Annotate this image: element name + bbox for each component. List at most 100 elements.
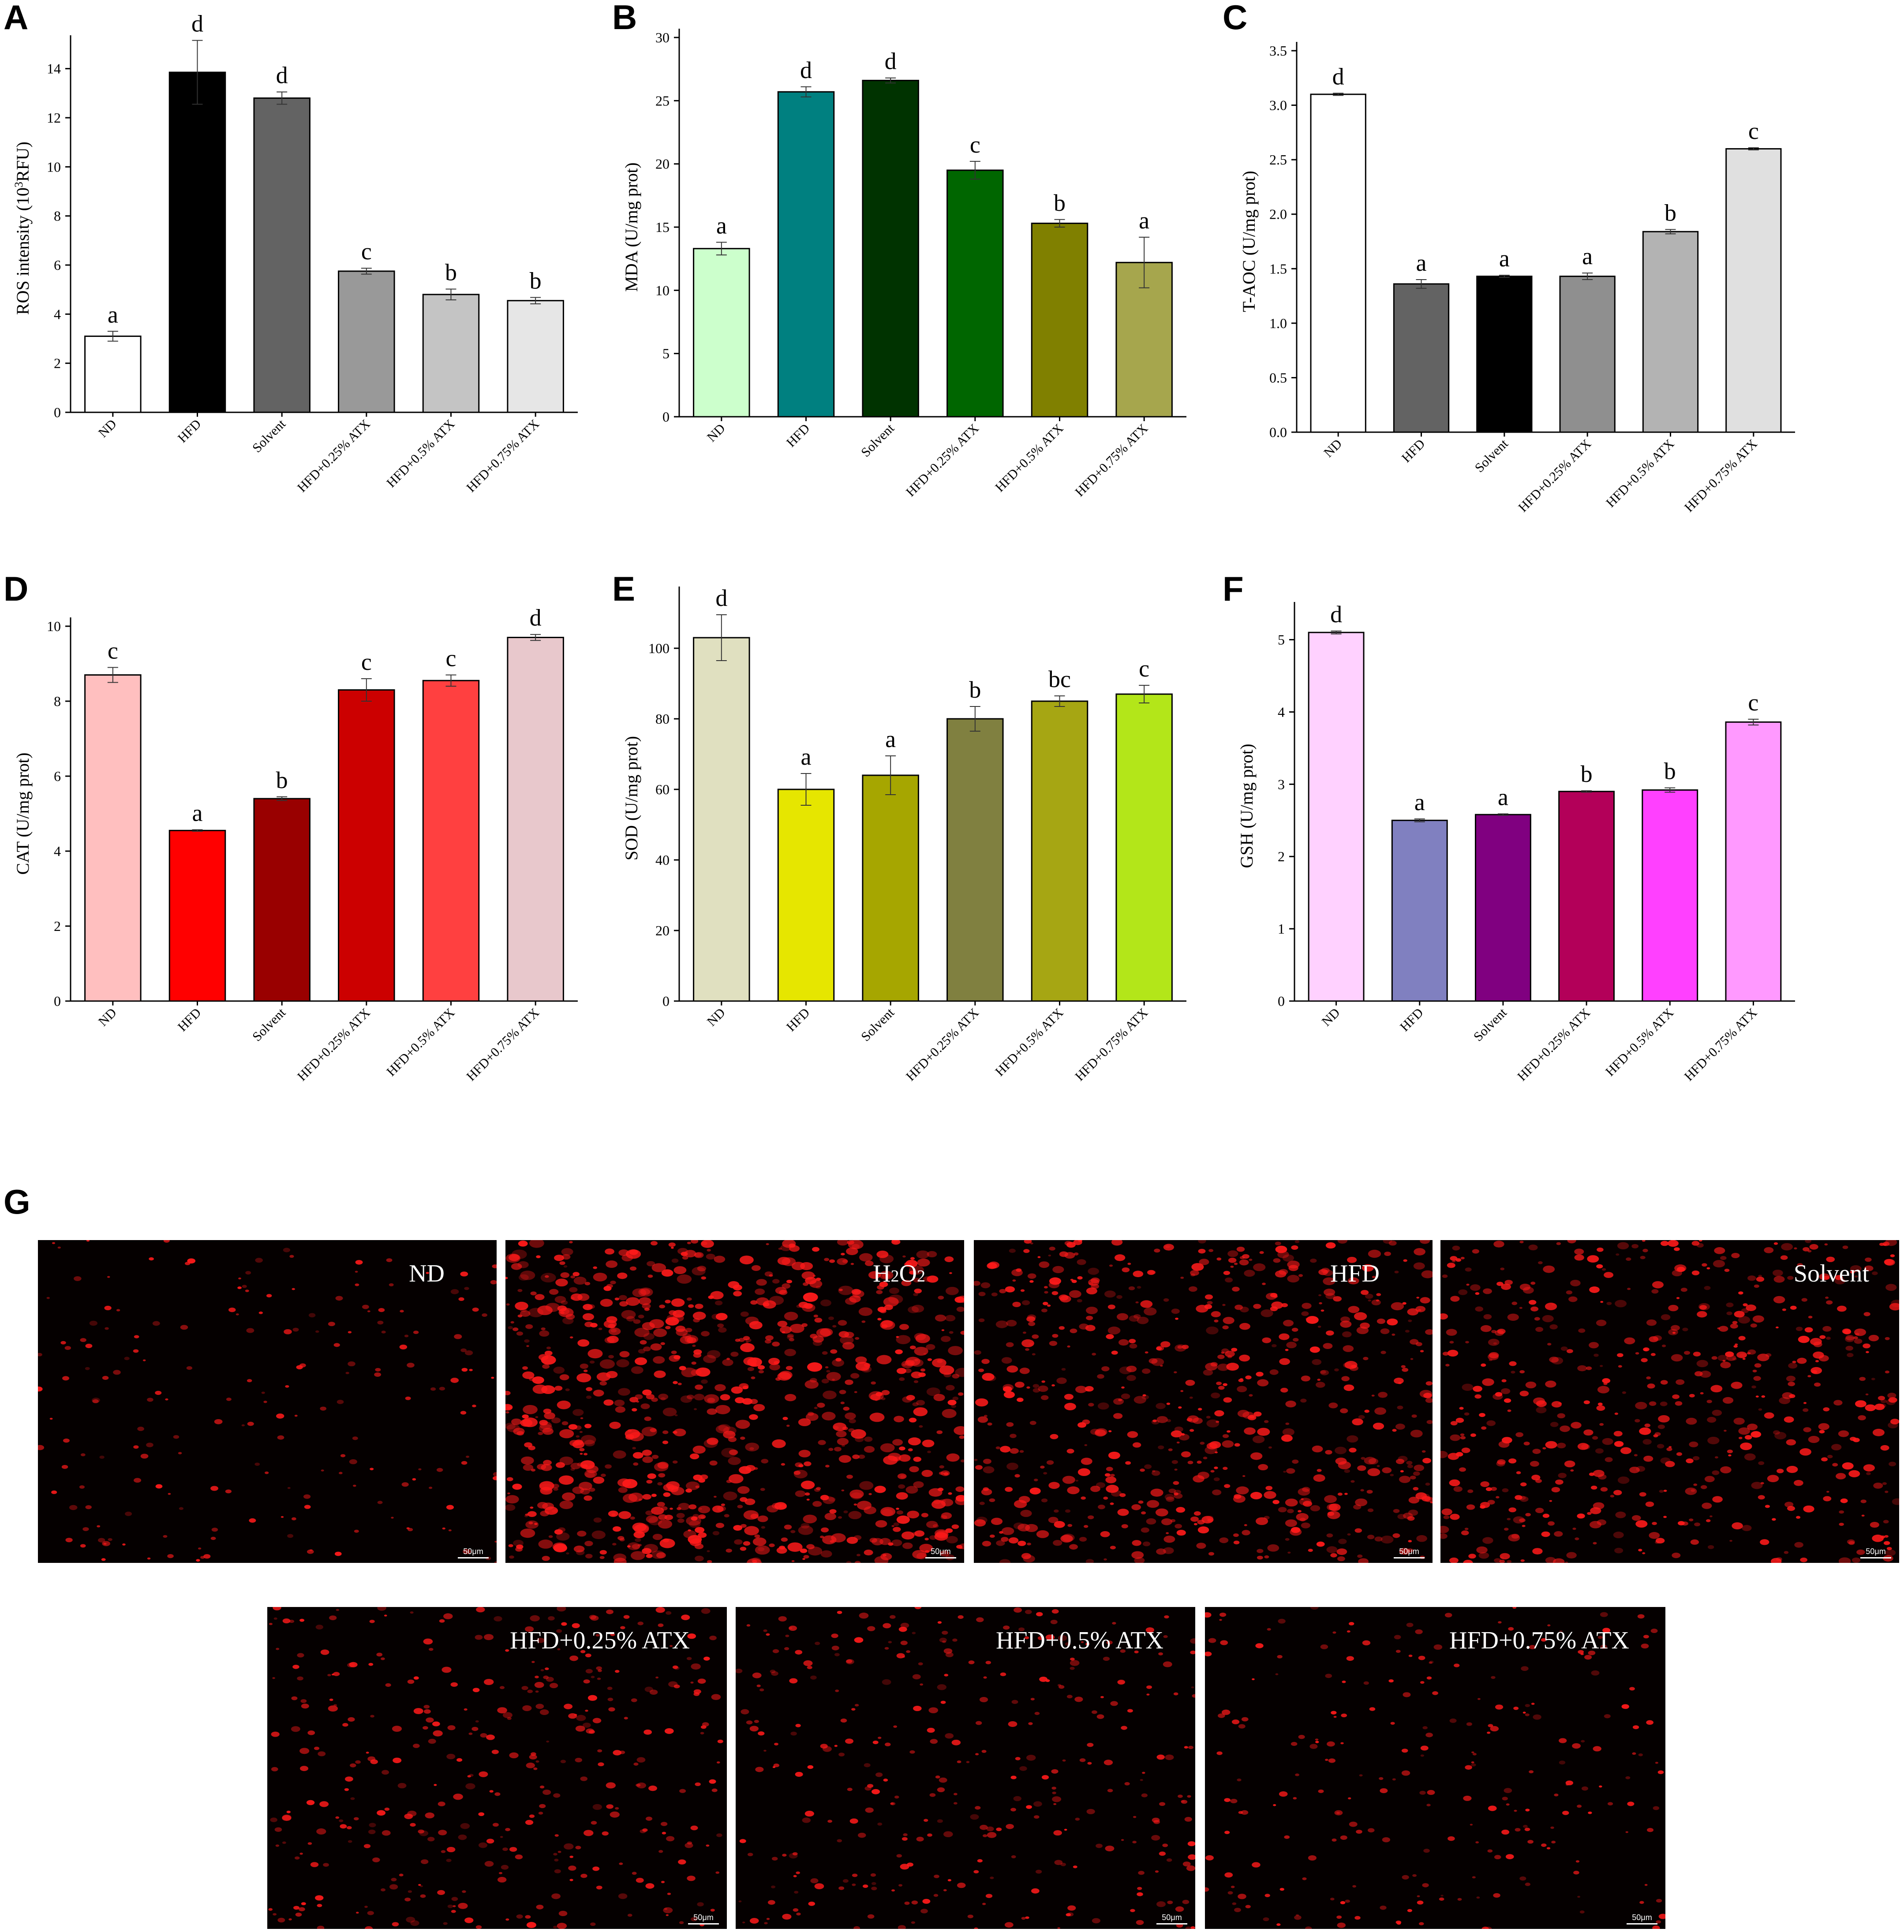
bar: [777, 91, 835, 418]
chart-sod: 0 20 40 60 80 100 SOD (U/mg prot) d ND a HFD a Solve…: [621, 585, 1186, 1084]
x-tick-label: Solvent: [858, 1005, 898, 1044]
y-tick-label: 0: [54, 993, 61, 1009]
significance-label: c: [970, 131, 980, 158]
significance-label: d: [1330, 601, 1342, 628]
y-tick-label: 3.5: [1269, 43, 1287, 59]
x-tick-label: HFD+0.75% ATX: [1072, 1005, 1151, 1084]
bar: [507, 300, 564, 413]
x-tick-label: HFD: [784, 421, 813, 450]
bar: [777, 788, 835, 1002]
scale-bar: 50μm: [1394, 1547, 1425, 1558]
micrograph-h2o2: H2O2 50μm: [505, 1240, 964, 1563]
significance-label: d: [800, 57, 812, 83]
y-tick-label: 3.0: [1269, 97, 1287, 113]
micrograph-label: HFD: [1330, 1260, 1380, 1287]
y-tick-label: 3: [1278, 776, 1285, 792]
chart-mda: 0 5 10 15 20 25 30 MDA (U/mg prot) a ND d HFD d Solve…: [621, 29, 1186, 500]
significance-label: a: [1499, 245, 1510, 272]
scale-bar: 50μm: [1860, 1547, 1891, 1558]
bar: [946, 169, 1004, 418]
panel-letter-a: A: [4, 0, 29, 37]
bar: [1031, 222, 1089, 418]
fluorescence-dots: [736, 1607, 1195, 1929]
micrograph-label: Solvent: [1793, 1260, 1869, 1287]
y-tick-label: 1.0: [1269, 315, 1287, 331]
x-tick-label: HFD+0.75% ATX: [1681, 1005, 1760, 1084]
significance-label: d: [1332, 63, 1344, 90]
significance-label: a: [1582, 243, 1593, 269]
significance-label: bc: [1048, 666, 1071, 692]
bar: [1559, 276, 1616, 433]
fluorescence-dots: [268, 1607, 723, 1929]
x-tick-label: ND: [1321, 437, 1345, 460]
significance-label: a: [801, 744, 812, 770]
y-tick-label: 0.0: [1269, 424, 1287, 440]
panel-letter-d: D: [4, 569, 29, 608]
scale-bar: 50μm: [1627, 1913, 1657, 1925]
y-axis-label: CAT (U/mg prot): [13, 752, 33, 874]
bar: [946, 718, 1004, 1002]
x-tick-label: ND: [704, 1005, 728, 1029]
significance-label: b: [969, 676, 981, 703]
x-tick-label: HFD+0.5% ATX: [1603, 1005, 1677, 1079]
panel-letter-c: C: [1223, 0, 1248, 37]
x-tick-label: ND: [704, 421, 728, 445]
micrograph-hfd: HFD 50μm: [974, 1240, 1433, 1563]
y-tick-label: 60: [655, 781, 670, 797]
y-tick-label: 10: [47, 618, 61, 634]
bar: [338, 270, 395, 413]
y-tick-label: 4: [54, 843, 61, 859]
y-tick-label: 14: [47, 61, 61, 77]
significance-label: c: [1748, 689, 1758, 716]
x-tick-label: HFD+0.5% ATX: [384, 1005, 458, 1079]
y-tick-label: 2: [1278, 848, 1285, 864]
significance-label: a: [1498, 784, 1508, 811]
y-tick-label: 0: [662, 409, 670, 425]
y-tick-label: 8: [54, 693, 61, 709]
bar: [1310, 93, 1366, 433]
scale-bar: 50μm: [925, 1547, 956, 1558]
x-tick-label: HFD+0.25% ATX: [903, 421, 982, 499]
x-tick-label: HFD+0.25% ATX: [295, 416, 373, 495]
x-tick-label: HFD+0.75% ATX: [1682, 436, 1760, 515]
significance-label: c: [108, 638, 118, 664]
micrograph-label: ND: [409, 1260, 445, 1287]
significance-label: a: [108, 301, 118, 328]
y-tick-label: 1.5: [1269, 261, 1287, 277]
bar: [693, 637, 750, 1002]
y-axis-label: T-AOC (U/mg prot): [1239, 171, 1259, 312]
y-tick-label: 10: [47, 159, 61, 175]
x-tick-label: Solvent: [250, 416, 289, 456]
bar: [507, 637, 564, 1002]
x-tick-label: HFD+0.5% ATX: [384, 416, 458, 490]
micrograph-label: HFD+0.25% ATX: [509, 1627, 690, 1654]
fluorescence-dots: [1440, 1240, 1899, 1563]
significance-label: a: [1416, 250, 1427, 276]
bar: [693, 248, 750, 418]
panel-letter-g: G: [4, 1182, 30, 1221]
x-tick-label: Solvent: [250, 1005, 289, 1044]
y-tick-label: 5: [1278, 632, 1285, 648]
y-tick-label: 40: [655, 852, 670, 868]
bar: [1031, 700, 1089, 1002]
bar: [422, 680, 480, 1002]
x-tick-label: Solvent: [1471, 1005, 1510, 1044]
significance-label: b: [445, 259, 457, 286]
chart-t-aoc: 0.0 0.5 1.0 1.5 2.0 2.5 3.0 3.5 T-AOC (U/mg prot…: [1239, 42, 1795, 515]
fluorescence-dots: [505, 1240, 964, 1563]
bar: [253, 97, 310, 413]
x-tick-label: Solvent: [1472, 436, 1511, 475]
x-tick-label: ND: [96, 1005, 120, 1029]
x-tick-label: ND: [1319, 1005, 1343, 1029]
x-tick-label: HFD: [175, 1005, 204, 1035]
significance-label: a: [716, 212, 727, 239]
x-tick-label: ND: [96, 417, 120, 441]
bar: [1642, 231, 1699, 433]
panel-letter-f: F: [1223, 569, 1244, 608]
micrograph-label: HFD+0.75% ATX: [1449, 1627, 1629, 1654]
significance-label: c: [1748, 118, 1759, 144]
micrograph-hfd-05-atx: HFD+0.5% ATX 50μm: [736, 1607, 1195, 1929]
scale-bar: 50μm: [1156, 1913, 1187, 1925]
x-tick-label: HFD+0.25% ATX: [1515, 1005, 1593, 1084]
y-tick-label: 80: [655, 711, 670, 727]
